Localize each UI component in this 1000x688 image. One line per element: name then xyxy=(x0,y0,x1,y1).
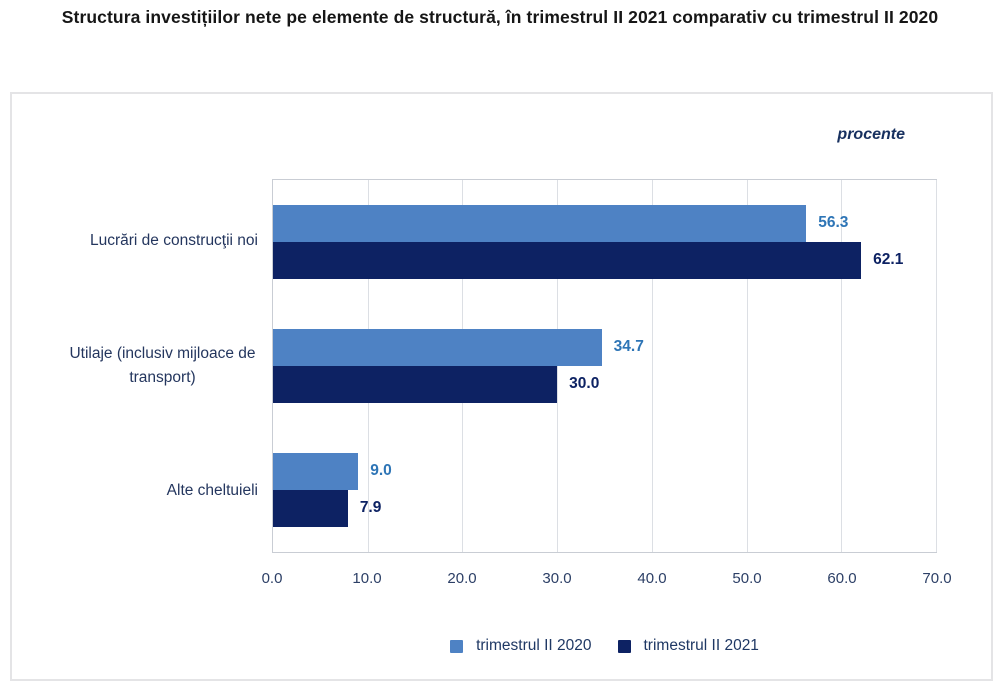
x-tick-label: 0.0 xyxy=(261,570,283,587)
category-cell: Alte cheltuieli xyxy=(12,428,272,553)
bar-value-label: 7.9 xyxy=(359,499,382,517)
plot-area: 56.3 62.1 34.7 30.0 9.0 7.9 xyxy=(272,179,937,553)
legend-swatch-icon xyxy=(450,639,464,653)
bar-group: 34.7 30.0 xyxy=(273,304,936,428)
gridline xyxy=(651,180,653,552)
category-label: Utilaje (inclusiv mijloace de transport) xyxy=(69,344,256,386)
gridline xyxy=(936,180,937,552)
chart-container: procente Lucrări de construcţii noi Utila… xyxy=(10,92,993,681)
category-label: Lucrări de construcţii noi xyxy=(90,232,258,250)
legend-item: trimestrul II 2021 xyxy=(617,637,759,655)
x-tick-label: 30.0 xyxy=(542,570,572,587)
bar-value-label: 62.1 xyxy=(873,251,904,269)
bar-trimestrul-II-2021 xyxy=(273,241,862,279)
bar-trimestrul-II-2021 xyxy=(273,489,348,527)
category-label: Alte cheltuieli xyxy=(166,481,258,499)
legend: trimestrul II 2020 trimestrul II 2021 xyxy=(272,634,937,658)
x-axis-ticks: 0.0 10.0 20.0 30.0 40.0 50.0 60.0 70.0 xyxy=(262,570,952,590)
bar-value-label: 30.0 xyxy=(569,375,600,393)
x-tick-label: 20.0 xyxy=(447,570,477,587)
gridline xyxy=(746,180,748,552)
category-cell: Utilaje (inclusiv mijloace de transport) xyxy=(12,304,272,429)
bar-row: 56.3 xyxy=(273,204,936,242)
chart-title: Structura investițiilor nete pe elemente… xyxy=(61,7,939,27)
legend-label: trimestrul II 2021 xyxy=(643,637,759,654)
bar-row: 7.9 xyxy=(273,489,936,527)
x-tick-label: 70.0 xyxy=(922,570,952,587)
category-axis: Lucrări de construcţii noi Utilaje (inclu… xyxy=(12,179,272,553)
bar-trimestrul-II-2021 xyxy=(273,365,558,403)
gridline xyxy=(841,180,843,552)
bar-value-label: 9.0 xyxy=(370,462,392,480)
legend-swatch-icon xyxy=(617,639,631,653)
x-tick-label: 60.0 xyxy=(827,570,857,587)
bar-trimestrul-II-2020 xyxy=(273,204,807,242)
bar-row: 9.0 xyxy=(273,452,936,490)
bar-group: 9.0 7.9 xyxy=(273,428,936,552)
category-cell: Lucrări de construcţii noi xyxy=(12,179,272,304)
bar-value-label: 56.3 xyxy=(818,214,849,232)
legend-item: trimestrul II 2020 xyxy=(450,637,592,655)
bar-trimestrul-II-2020 xyxy=(273,328,602,366)
x-tick-label: 40.0 xyxy=(637,570,667,587)
bar-value-label: 34.7 xyxy=(613,338,644,356)
legend-label: trimestrul II 2020 xyxy=(476,637,592,654)
bar-group: 56.3 62.1 xyxy=(273,180,936,304)
unit-label: procente xyxy=(837,126,905,143)
x-tick-label: 50.0 xyxy=(732,570,762,587)
bar-row: 62.1 xyxy=(273,241,936,279)
x-tick-label: 10.0 xyxy=(352,570,382,587)
bar-trimestrul-II-2020 xyxy=(273,452,359,490)
bar-row: 30.0 xyxy=(273,365,936,403)
gridline xyxy=(557,180,559,552)
bar-row: 34.7 xyxy=(273,328,936,366)
